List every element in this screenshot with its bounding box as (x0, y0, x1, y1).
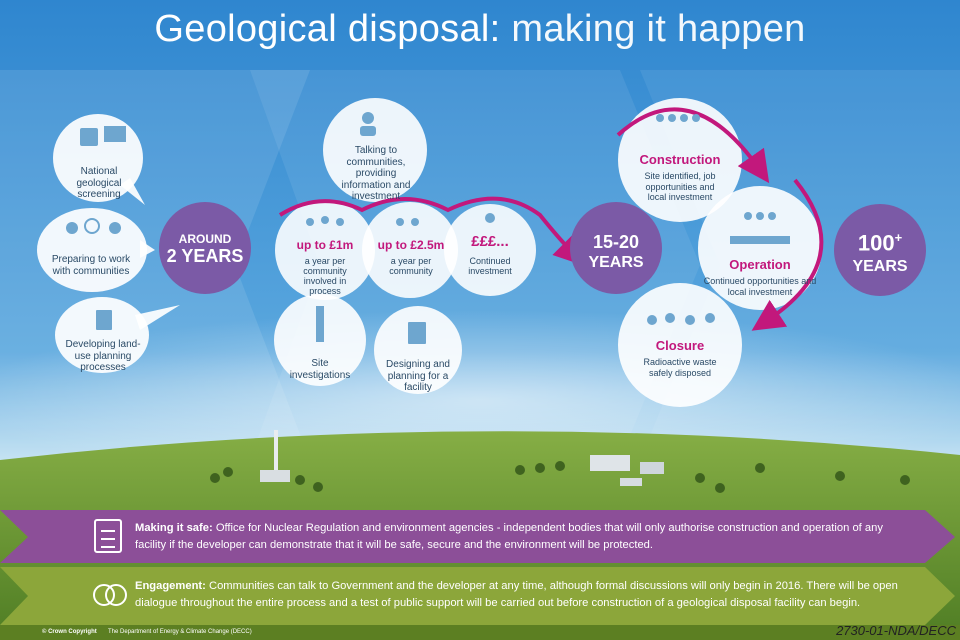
construction-desc: Site identified, job opportunities and l… (644, 171, 716, 202)
workers-icon (656, 114, 700, 122)
blueprint-icon (408, 322, 426, 344)
title-bold: Geological disposal: (154, 8, 501, 50)
closure-desc: Radioactive waste safely disposed (643, 357, 717, 378)
label-screening: National geological screening (76, 166, 122, 200)
engagement-label: Engagement: (135, 580, 206, 592)
safe-label: Making it safe: (135, 522, 213, 534)
label-site: Site investigations (289, 358, 351, 381)
band-safe: Making it safe: Office for Nuclear Regul… (135, 520, 915, 554)
facility-icon (730, 212, 790, 244)
path-arrow-middle (278, 196, 587, 267)
inv2-amount: up to £2.5m (377, 238, 445, 252)
arrow-to-closure (751, 178, 824, 331)
safe-text: Office for Nuclear Regulation and enviro… (135, 522, 883, 551)
label-design: Designing and planning for a facility (386, 359, 450, 393)
stage1-line2: 2 YEARS (166, 246, 244, 266)
people-talking-icon (360, 112, 376, 136)
bubble-planning (55, 297, 180, 373)
band-engagement: Engagement: Communities can talk to Gove… (135, 578, 925, 612)
group-icon-2 (396, 218, 419, 226)
group-icon-1 (306, 216, 344, 226)
stage3-line2: YEARS (852, 258, 908, 275)
stage1-line1: AROUND (178, 232, 232, 246)
label-planning: Developing land-use planning processes (65, 339, 141, 373)
closure-title: Closure (655, 338, 705, 353)
circle-talking (323, 98, 427, 202)
stage3-number: 100 (857, 230, 895, 256)
stage3-circle (834, 204, 926, 296)
circle-design (374, 306, 462, 394)
title-light: making it happen (511, 8, 806, 50)
stage2-line1: 15-20 (592, 232, 640, 252)
trees-icon (647, 313, 715, 325)
engagement-text: Communities can talk to Government and t… (135, 580, 898, 609)
inv1-desc: a year per community involved in process (303, 256, 347, 296)
circle-construction (618, 98, 742, 222)
people-clock-icon (66, 218, 121, 234)
label-preparing: Preparing to work with communities (51, 254, 131, 277)
circle-inv3 (444, 204, 536, 296)
stage3-line1: 100+ (834, 230, 926, 256)
reference-code: 2730-01-NDA/DECC (836, 623, 956, 638)
stage1-circle (159, 202, 251, 294)
stage3-plus: + (894, 230, 903, 245)
operation-title: Operation (729, 257, 791, 272)
stage2-circle (570, 202, 662, 294)
person-icon (485, 213, 495, 223)
label-talking: Talking to communities, providing inform… (341, 145, 411, 202)
circle-inv2 (362, 202, 458, 298)
clipboard-icon (94, 519, 122, 553)
drill-tower-icon (316, 306, 324, 342)
circle-inv1 (275, 200, 375, 300)
copyright: © Crown Copyright (42, 629, 97, 635)
stage2-line2: YEARS (588, 254, 644, 271)
rings-icon (93, 584, 127, 606)
inv1-amount: up to £1m (296, 238, 354, 252)
page-title: Geological disposal: making it happen (0, 8, 960, 51)
arrow-to-operation (616, 107, 770, 184)
construction-title: Construction (639, 152, 721, 167)
circle-operation (698, 186, 822, 310)
inv3-desc: Continued investment (468, 256, 512, 276)
inv2-desc: a year per community (389, 256, 433, 276)
document-icon (96, 310, 112, 330)
inv3-amount: £££... (471, 233, 509, 250)
department: The Department of Energy & Climate Chang… (108, 629, 252, 635)
compass-map-icon (80, 126, 126, 146)
operation-desc: Continued opportunities and local invest… (703, 276, 817, 297)
